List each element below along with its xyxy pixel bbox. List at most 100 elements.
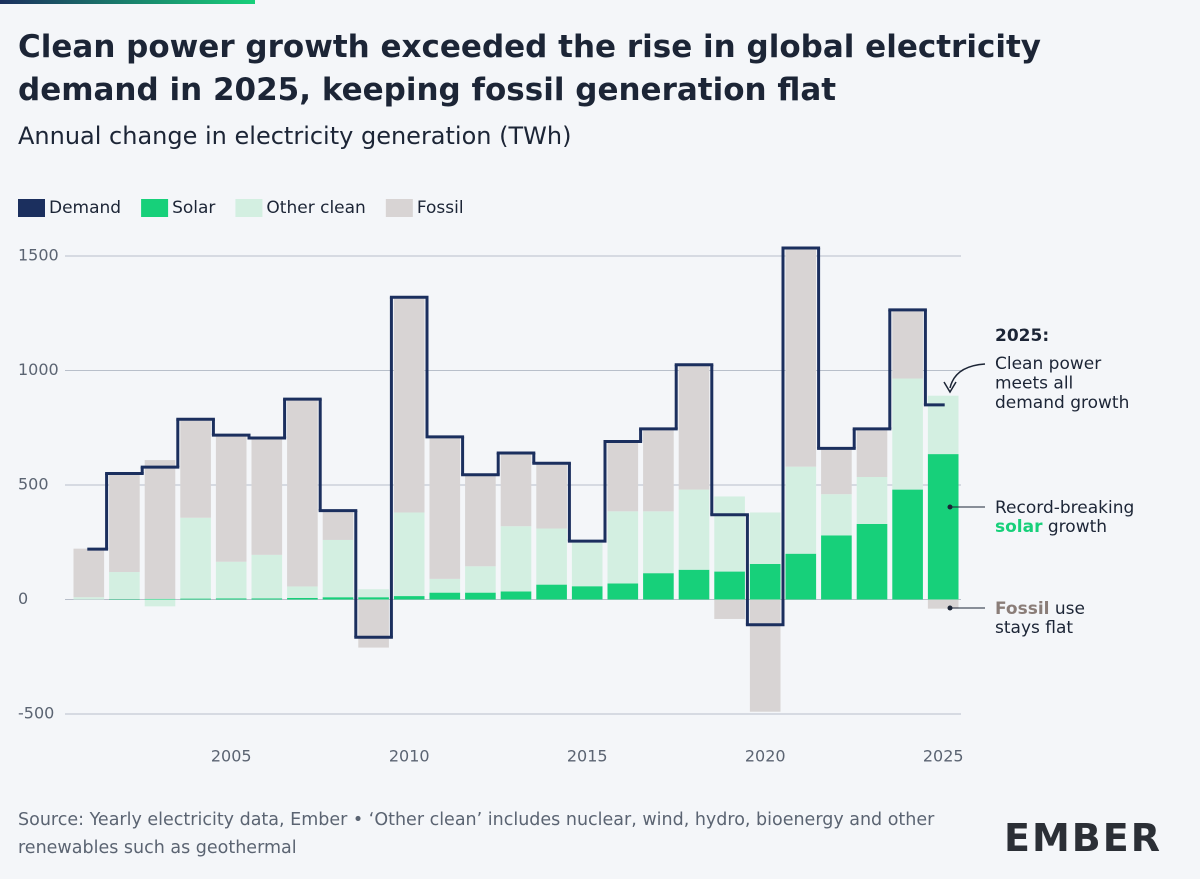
bar-segment xyxy=(500,526,532,592)
annotation-text: meets all xyxy=(995,374,1073,394)
bar-segment xyxy=(393,297,425,513)
legend-label: Fossil xyxy=(417,198,464,218)
bar-segment xyxy=(393,596,425,600)
bar-segment xyxy=(287,597,318,600)
bar-segment xyxy=(358,597,389,600)
bar-segment xyxy=(73,597,105,600)
bar-segment xyxy=(607,441,639,512)
bar-segment xyxy=(749,564,781,600)
bar-segment xyxy=(892,378,923,490)
bar-segment xyxy=(536,528,567,585)
bar-segment xyxy=(714,496,745,572)
annotation-text: solar growth xyxy=(995,517,1107,537)
y-tick-label: 1500 xyxy=(18,246,59,265)
bar-segment xyxy=(180,517,211,599)
bar-segment xyxy=(287,586,318,598)
bar-segment xyxy=(607,583,639,600)
bar-segment xyxy=(714,571,745,600)
y-tick-label: 0 xyxy=(18,589,28,608)
bar-segment xyxy=(322,510,354,540)
bar-segment xyxy=(358,589,389,598)
legend-swatch xyxy=(235,199,263,217)
bar-segment xyxy=(536,584,567,600)
x-tick-label: 2025 xyxy=(923,747,964,766)
bar-segment xyxy=(322,539,354,598)
source-note: Source: Yearly electricity data, Ember •… xyxy=(18,810,935,858)
bar-segment xyxy=(856,523,888,600)
annotation-dot xyxy=(947,605,953,611)
legend-label: Other clean xyxy=(266,198,365,218)
annotation-text: Fossil use xyxy=(995,599,1085,619)
bar-segment xyxy=(251,437,283,555)
bar-segment xyxy=(465,474,496,567)
annotation-text: Record-breaking xyxy=(995,498,1134,518)
bar-segment xyxy=(393,512,425,597)
bar-segment xyxy=(678,569,710,600)
y-tick-label: 1000 xyxy=(18,360,59,379)
bar-segment xyxy=(429,592,461,600)
bar-segment xyxy=(785,247,817,467)
annotation-dot xyxy=(947,504,953,510)
bar-segment xyxy=(571,586,603,600)
bar-segment xyxy=(180,419,211,518)
bar-segment xyxy=(358,599,389,648)
annotation-text: use xyxy=(1050,599,1086,619)
y-tick-label: 500 xyxy=(18,475,49,494)
annotation-heading: 2025: xyxy=(995,326,1049,346)
accent-bar xyxy=(0,0,255,4)
annotation-highlight: solar xyxy=(995,517,1043,537)
chart-title: Clean power growth exceeded the rise in … xyxy=(18,29,1041,108)
x-tick-label: 2010 xyxy=(389,747,430,766)
legend-label: Solar xyxy=(172,198,215,218)
annotation-text: demand growth xyxy=(995,393,1129,413)
bar-segment xyxy=(500,452,532,527)
annotation-text: stays flat xyxy=(995,618,1073,638)
bar-segment xyxy=(322,597,354,600)
bar-segment xyxy=(73,548,105,598)
x-tick-label: 2020 xyxy=(745,747,786,766)
bar-segment xyxy=(215,434,247,562)
x-tick-label: 2005 xyxy=(211,747,252,766)
bar-segment xyxy=(821,448,852,495)
bar-segment xyxy=(109,473,140,573)
bar-segment xyxy=(465,566,496,593)
legend-swatch xyxy=(141,199,169,217)
annotation-arrow xyxy=(949,363,986,389)
logo: EMBER xyxy=(1004,816,1162,860)
bar-segment xyxy=(927,454,959,600)
bar-segment xyxy=(144,460,176,599)
bar-segment xyxy=(536,463,567,529)
bar-segment xyxy=(500,591,532,600)
bar-segment xyxy=(785,466,817,554)
x-tick-label: 2015 xyxy=(567,747,608,766)
legend-label: Demand xyxy=(49,198,121,218)
bar-segment xyxy=(678,489,710,570)
bar-segment xyxy=(109,572,140,600)
bar-segment xyxy=(215,598,247,600)
bar-segment xyxy=(607,511,639,584)
annotation-highlight: Fossil xyxy=(995,599,1050,619)
bar-segment xyxy=(821,535,852,600)
bar-segment xyxy=(144,599,176,607)
bar-segment xyxy=(251,598,283,600)
bar-segment xyxy=(643,511,674,574)
bar-segment xyxy=(251,554,283,599)
bar-segment xyxy=(678,364,710,490)
bar-segment xyxy=(856,476,888,524)
bar-segment xyxy=(180,598,211,600)
bar-segment xyxy=(465,592,496,600)
legend-swatch xyxy=(385,199,413,217)
bar-segment xyxy=(785,553,817,600)
bar-segment xyxy=(749,512,781,565)
chart: Demand Solar Other clean Fossil -500 0 500 1000… xyxy=(18,198,1134,766)
annotation-arrowhead xyxy=(943,381,957,394)
annotation-text: Clean power xyxy=(995,354,1101,374)
bar-segment xyxy=(429,578,461,593)
annotation-text: growth xyxy=(1042,517,1107,537)
legend-swatch xyxy=(18,199,45,217)
bar-segment xyxy=(927,599,959,609)
bar-segment xyxy=(643,428,674,512)
chart-subtitle: Annual change in electricity generation … xyxy=(18,122,572,150)
bar-segment xyxy=(749,599,781,712)
bar-segment xyxy=(287,399,318,587)
